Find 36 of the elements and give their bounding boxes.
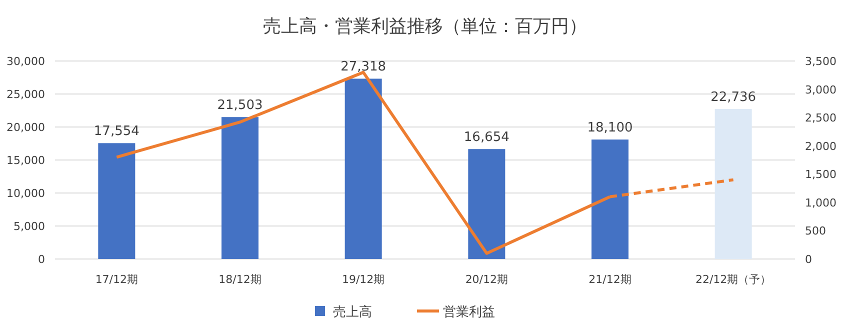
bar — [222, 117, 258, 259]
data-label: 18,100 — [587, 120, 633, 136]
y-tick-label: 0 — [38, 253, 45, 266]
chart-title: 売上高・営業利益推移（単位：百万円） — [263, 16, 587, 37]
x-tick-label: 21/12期 — [588, 273, 632, 286]
y-tick-label: 15,000 — [6, 154, 45, 167]
y2-tick-label: 2,000 — [805, 140, 836, 153]
y-tick-label: 10,000 — [6, 187, 45, 200]
y2-tick-label: 0 — [805, 253, 812, 266]
data-label: 27,318 — [340, 60, 386, 75]
bar — [344, 78, 382, 259]
y2-tick-label: 3,000 — [805, 83, 836, 96]
y-tick-label: 5,000 — [14, 220, 45, 233]
y-tick-label: 25,000 — [6, 88, 45, 101]
x-tick-label: 18/12期 — [218, 273, 262, 286]
x-tick-label: 19/12期 — [342, 273, 385, 286]
x-tick-label: 22/12期（予） — [695, 273, 772, 286]
y2-tick-label: 500 — [805, 224, 826, 238]
y-tick-label: 30,000 — [6, 55, 45, 68]
data-label: 22,736 — [710, 90, 756, 105]
y2-tick-label: 2,500 — [805, 112, 836, 125]
bar — [468, 149, 506, 259]
y2-tick-label: 1,500 — [805, 168, 836, 182]
data-label: 17,554 — [94, 124, 140, 140]
legend-label: 売上高 — [333, 304, 372, 320]
x-tick-label: 20/12期 — [465, 273, 508, 286]
x-tick-label: 17/12期 — [95, 273, 138, 286]
y2-tick-label: 1,000 — [805, 196, 836, 210]
data-label: 21,503 — [217, 98, 263, 114]
y2-tick-label: 3,500 — [805, 55, 836, 68]
data-label: 16,654 — [464, 130, 510, 146]
y-tick-label: 20,000 — [6, 121, 45, 134]
bar — [714, 108, 752, 259]
bar — [592, 140, 628, 259]
bar — [98, 143, 136, 259]
legend-label: 営業利益 — [443, 305, 495, 320]
